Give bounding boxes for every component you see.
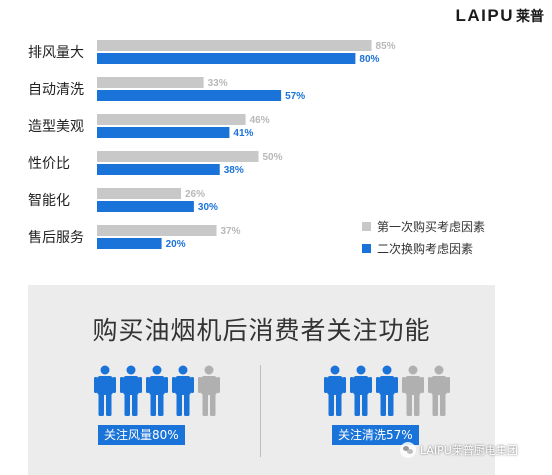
legend-label-repurchase: 二次换购考虑因素 [377,241,474,256]
category-label: 排风量大 [28,45,84,61]
data-label-repurchase: 57% [285,91,305,102]
data-label-repurchase: 20% [166,239,186,250]
person-icon [402,365,424,417]
bar-repurchase [97,238,162,249]
wechat-icon [400,442,416,458]
person-icon [172,365,194,417]
data-label-first-purchase: 85% [376,41,396,52]
data-label-repurchase: 80% [359,54,379,65]
bar-first-purchase [97,225,217,236]
data-label-first-purchase: 26% [185,189,205,200]
person-icon [324,365,346,417]
data-label-first-purchase: 46% [250,115,270,126]
data-label-first-purchase: 33% [208,78,228,89]
panel-title: 购买油烟机后消费者关注功能 [92,316,431,345]
legend-swatch-gray [362,221,371,231]
chart-legend: 第一次购买考虑因素 二次换购考虑因素 [362,215,485,259]
legend-swatch-blue [362,243,371,253]
people-group-cleaning [324,365,450,417]
panel-divider [260,365,261,457]
person-icon [198,365,220,417]
category-label: 售后服务 [28,230,84,246]
purchase-factor-bar-chart: 排风量大 85% 80% 自动清洗 33% 57% 造型美观 46% 41% 性价比 50% 38% 智… [28,40,396,250]
person-icon [428,365,450,417]
person-icon [376,365,398,417]
wechat-watermark: LAIPU莱普厨电集团 [400,442,518,458]
data-label-repurchase: 38% [224,165,244,176]
legend-item-first-purchase: 第一次购买考虑因素 [362,215,485,237]
person-icon [350,365,372,417]
data-label-repurchase: 30% [198,202,218,213]
bar-first-purchase [97,151,259,162]
person-icon [94,365,116,417]
legend-label-first-purchase: 第一次购买考虑因素 [377,219,486,234]
bar-repurchase [97,53,356,64]
tag-airflow: 关注风量80% [98,425,185,445]
data-label-first-purchase: 37% [221,226,241,237]
legend-item-repurchase: 二次换购考虑因素 [362,237,485,259]
bar-repurchase [97,164,220,175]
logo-chinese: 莱普 [516,9,544,25]
bar-first-purchase [97,188,181,199]
watermark-text: LAIPU莱普厨电集团 [420,444,518,457]
focus-feature-panel: 购买油烟机后消费者关注功能 关注风量80% 关注清洗57% [28,285,495,475]
people-group-airflow [94,365,220,417]
bar-first-purchase [97,114,246,125]
bar-first-purchase [97,40,372,51]
bar-first-purchase [97,77,204,88]
logo-wordmark: LAIPU [455,6,514,25]
category-label: 性价比 [28,156,70,172]
tag-cleaning: 关注清洗57% [332,425,419,445]
data-label-repurchase: 41% [233,128,253,139]
bar-repurchase [97,201,194,212]
bar-repurchase [97,127,230,138]
category-label: 自动清洗 [28,82,84,98]
person-icon [120,365,142,417]
data-label-first-purchase: 50% [263,152,283,163]
category-label: 智能化 [28,193,70,209]
brand-logo: LAIPU 莱普 [456,6,545,26]
person-icon [146,365,168,417]
category-label: 造型美观 [28,119,84,135]
bar-repurchase [97,90,282,101]
